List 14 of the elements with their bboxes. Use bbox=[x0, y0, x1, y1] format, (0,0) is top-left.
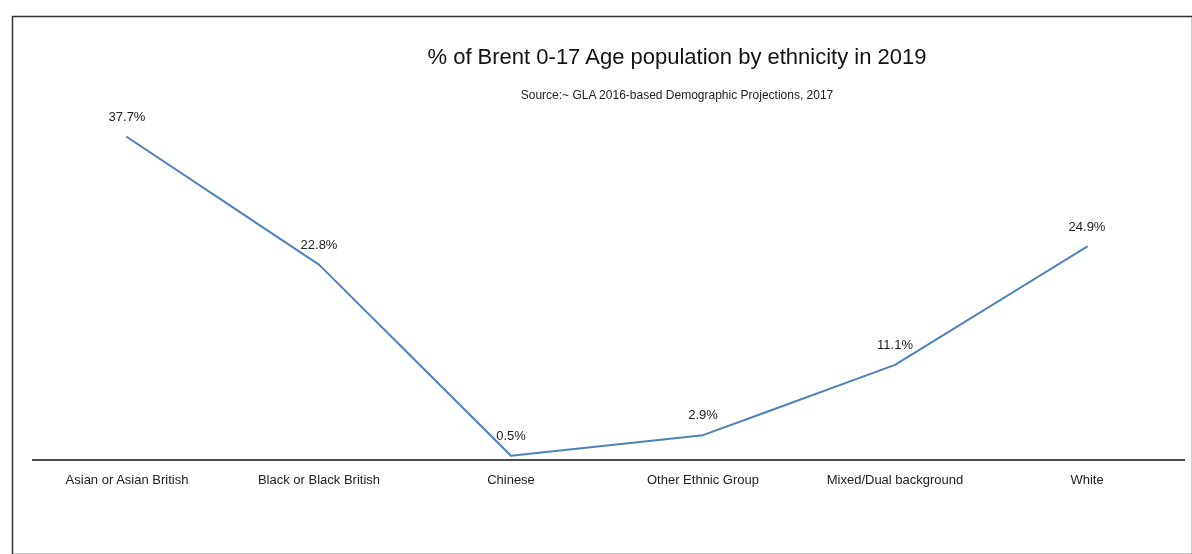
x-tick-label: Chinese bbox=[487, 472, 535, 487]
x-tick-label: Black or Black British bbox=[257, 472, 381, 487]
x-tick-label: Asian or Asian British bbox=[65, 472, 189, 487]
chart-title: % of Brent 0-17 Age population by ethnicity in 2019 bbox=[427, 44, 927, 69]
data-label: 37.7% bbox=[108, 109, 146, 124]
x-tick-label: Mixed/Dual background bbox=[826, 472, 964, 487]
data-label: 24.9% bbox=[1068, 218, 1106, 234]
data-label: 11.1% bbox=[877, 336, 914, 352]
data-label: 0.5% bbox=[496, 427, 527, 443]
x-tick-label: White bbox=[1070, 472, 1104, 487]
x-tick-label: Other Ethnic Group bbox=[647, 472, 759, 487]
data-label: 2.9% bbox=[688, 407, 719, 423]
source-note: Source:~ GLA 2016-based Demographic Projections, 2017 bbox=[520, 88, 834, 102]
data-label: 22.8% bbox=[300, 236, 338, 252]
